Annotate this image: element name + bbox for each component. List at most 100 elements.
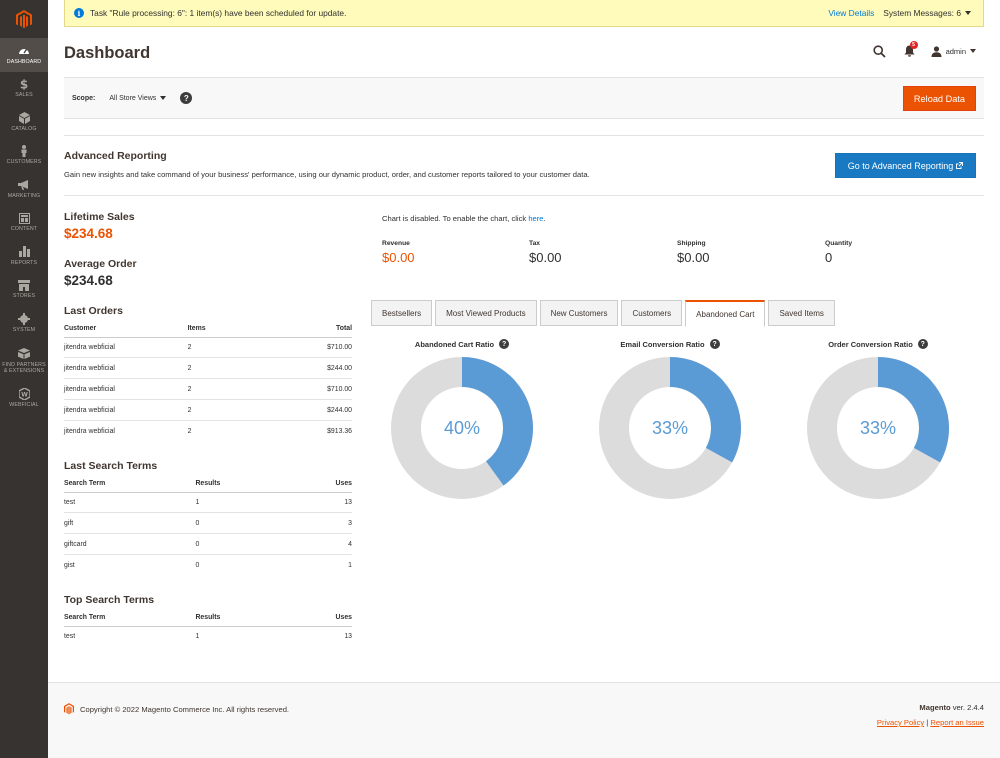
total-label: Shipping: [677, 240, 706, 247]
table-cell: 13: [344, 633, 352, 641]
table-row[interactable]: jitendra webficial 2 $913.36: [64, 421, 352, 442]
table-row[interactable]: jitendra webficial 2 $244.00: [64, 357, 352, 380]
table-row[interactable]: test 1 13: [64, 626, 352, 647]
system-messages-dropdown[interactable]: System Messages: 6: [883, 8, 971, 18]
divider: [64, 135, 984, 136]
magento-logo[interactable]: [0, 0, 48, 38]
sidebar-item-webficial[interactable]: W WEBFICIAL: [0, 382, 48, 416]
total-value: 0: [825, 250, 833, 265]
sidebar-item-label: WEBFICIAL: [9, 402, 39, 409]
help-icon[interactable]: ?: [709, 339, 720, 349]
scope-help-icon[interactable]: ?: [180, 92, 193, 104]
table-cell: jitendra webficial: [64, 427, 115, 435]
table-cell: 13: [299, 492, 352, 514]
donut-chart-svg: [807, 357, 949, 499]
sidebar-item-dashboard[interactable]: DASHBOARD: [0, 38, 48, 72]
last-orders-table: Customer Items Total jitendra webficial 2 $71…: [64, 320, 352, 441]
tab-saved-items[interactable]: Saved Items: [768, 300, 835, 326]
donut: 40%: [391, 357, 533, 499]
donut-percent-label: 33%: [859, 417, 897, 438]
magento-logo-icon: [16, 9, 32, 28]
help-icon[interactable]: ?: [499, 339, 510, 349]
chevron-down-icon: [160, 96, 167, 100]
version-text: ver. 2.4.4: [950, 703, 984, 712]
tab-abandoned-cart[interactable]: Abandoned Cart: [685, 300, 766, 327]
column-header: Uses: [299, 609, 352, 627]
table-header-row: Search Term Results Uses: [64, 609, 352, 627]
cube-icon: [18, 111, 30, 124]
table-cell: 1: [195, 492, 300, 514]
go-to-advanced-reporting-button[interactable]: Go to Advanced Reporting: [835, 153, 976, 178]
sidebar-item-customers[interactable]: CUSTOMERS: [0, 139, 48, 173]
table-cell: giftcard: [64, 533, 196, 556]
copyright: Copyright © 2022 Magento Commerce Inc. A…: [64, 703, 289, 715]
table-cell: 0: [195, 533, 300, 556]
donut-title: Email Conversion Ratio?: [580, 338, 760, 350]
store-view-switcher[interactable]: All Store Views: [109, 95, 167, 102]
tab-most-viewed-products[interactable]: Most Viewed Products: [435, 300, 537, 326]
dollar-icon: $: [18, 78, 30, 90]
notifications-button[interactable]: 5: [904, 41, 918, 57]
lifetime-sales-value: $234.68: [64, 226, 113, 241]
table-row[interactable]: jitendra webficial 2 $710.00: [64, 337, 352, 359]
column-header: Search Term: [64, 609, 196, 627]
sidebar-item-catalog[interactable]: CATALOG: [0, 105, 48, 139]
tab-bestsellers[interactable]: Bestsellers: [371, 300, 433, 326]
total-label: Tax: [529, 240, 541, 247]
table-cell: $913.36: [327, 427, 352, 435]
enable-chart-link[interactable]: here: [528, 214, 544, 223]
table-row[interactable]: gift 0 3: [64, 512, 352, 535]
view-details-link[interactable]: View Details: [828, 8, 875, 18]
reload-data-button[interactable]: Reload Data: [902, 86, 976, 111]
privacy-policy-link[interactable]: Privacy Policy: [876, 718, 925, 727]
extensions-icon: [18, 348, 30, 360]
advanced-reporting-title: Advanced Reporting: [64, 150, 167, 162]
table-cell: 0: [195, 561, 200, 569]
sidebar-item-system[interactable]: SYSTEM: [0, 306, 48, 340]
total-label: Revenue: [382, 240, 410, 247]
average-order-label: Average Order: [64, 258, 137, 270]
sidebar-item-content[interactable]: CONTENT: [0, 206, 48, 240]
table-row[interactable]: jitendra webficial 2 $710.00: [64, 378, 352, 401]
megaphone-icon: [18, 179, 30, 191]
global-search-button[interactable]: [872, 44, 886, 58]
table-row[interactable]: giftcard 0 4: [64, 533, 352, 556]
layout-icon: [18, 212, 30, 224]
total-shipping: Shipping $0.00: [677, 240, 710, 265]
sidebar-item-sales[interactable]: $ SALES: [0, 72, 48, 106]
sidebar-item-find-partners-extensions[interactable]: FIND PARTNERS & EXTENSIONS: [0, 340, 48, 382]
table-cell: jitendra webficial: [64, 357, 188, 380]
notifications-count-badge: 5: [909, 41, 918, 49]
admin-user-menu[interactable]: admin: [931, 45, 976, 57]
table-row[interactable]: jitendra webficial 2 $244.00: [64, 399, 352, 422]
table-cell: test: [64, 633, 76, 641]
sidebar-item-marketing[interactable]: MARKETING: [0, 172, 48, 206]
table-row[interactable]: gist 0 1: [64, 555, 352, 576]
tab-new-customers[interactable]: New Customers: [539, 300, 619, 326]
help-icon[interactable]: ?: [917, 339, 928, 349]
table-row[interactable]: test 1 13: [64, 492, 352, 514]
column-header: Uses: [299, 475, 352, 493]
sidebar-item-reports[interactable]: REPORTS: [0, 239, 48, 273]
sidebar-item-label: STORES: [12, 293, 36, 300]
tab-customers[interactable]: Customers: [621, 300, 683, 326]
table-cell: 4: [299, 533, 352, 556]
webficial-icon: W: [18, 388, 30, 401]
donut-title: Order Conversion Ratio?: [788, 338, 968, 350]
sidebar-item-label: SYSTEM: [12, 326, 36, 333]
table-cell: 2: [187, 378, 292, 401]
donut-value-slice: [807, 357, 949, 499]
column-header: Results: [195, 475, 300, 493]
column-header: Results: [195, 609, 300, 627]
report-issue-link[interactable]: Report an Issue: [930, 718, 984, 727]
sidebar-item-label: MARKETING: [7, 192, 41, 199]
column-header: Total: [291, 320, 352, 338]
gear-icon: [18, 312, 30, 325]
search-icon: [872, 44, 886, 58]
abandoned-cart-ratio-chart: Abandoned Cart Ratio? 40%: [372, 338, 552, 499]
table-cell: 0: [195, 512, 300, 535]
donut-chart-svg: [599, 357, 741, 499]
last-orders-title: Last Orders: [64, 305, 123, 317]
divider: [64, 195, 984, 196]
sidebar-item-stores[interactable]: STORES: [0, 273, 48, 307]
